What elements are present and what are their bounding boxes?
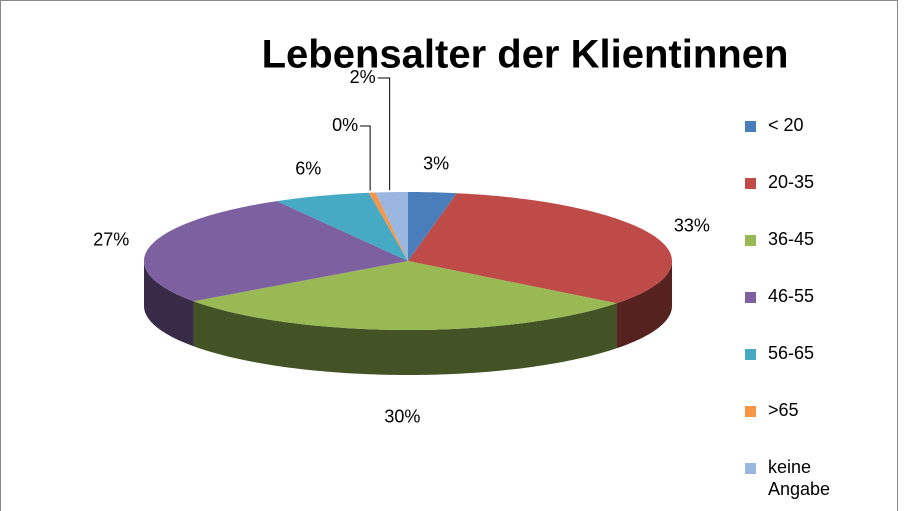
legend-swatch (745, 349, 756, 360)
legend-swatch (745, 235, 756, 246)
slice (368, 192, 408, 261)
legend-swatch (745, 178, 756, 189)
leader-line (360, 125, 371, 191)
slice-side (144, 261, 194, 347)
legend-label: 36-45 (768, 229, 815, 249)
slice (144, 201, 408, 302)
legend-label: 20-35 (768, 172, 815, 192)
data-label: 0% (332, 115, 358, 135)
legend-swatch (745, 406, 756, 417)
legend-label: < 20 (768, 115, 804, 135)
slice-side (616, 261, 672, 349)
legend-label: 56-65 (768, 343, 815, 363)
legend-swatch (745, 463, 756, 474)
legend-label: 46-55 (768, 286, 815, 306)
legend-item: >65 (745, 399, 845, 456)
chart-title: Lebensalter der Klientinnen (262, 33, 789, 77)
slice (375, 192, 408, 261)
slice (193, 261, 617, 330)
slice (408, 192, 457, 261)
legend-swatch (745, 121, 756, 132)
data-label: 3% (423, 154, 449, 174)
legend-item: 46-55 (745, 285, 845, 342)
legend-label: keine Angabe (768, 457, 831, 499)
legend-item: keine Angabe (745, 456, 845, 511)
data-label: 30% (384, 406, 420, 426)
slice-side (193, 301, 617, 375)
data-label: 2% (350, 67, 376, 87)
legend-item: 20-35 (745, 171, 845, 228)
legend-item: < 20 (745, 114, 845, 171)
legend-item: 56-65 (745, 342, 845, 399)
slice (408, 193, 672, 304)
legend: < 20 20-35 36-45 46-55 56-65 >65 keine Angabe (745, 114, 845, 511)
leader-line (377, 77, 391, 191)
legend-item: 36-45 (745, 228, 845, 285)
data-label: 33% (674, 215, 710, 235)
data-label: 27% (93, 229, 129, 249)
data-label: 6% (295, 159, 321, 179)
legend-swatch (745, 292, 756, 303)
legend-label: >65 (768, 400, 799, 420)
slice (276, 192, 408, 261)
pie: 3% 33% 30% 27% 6% 0% 2% (93, 67, 710, 427)
